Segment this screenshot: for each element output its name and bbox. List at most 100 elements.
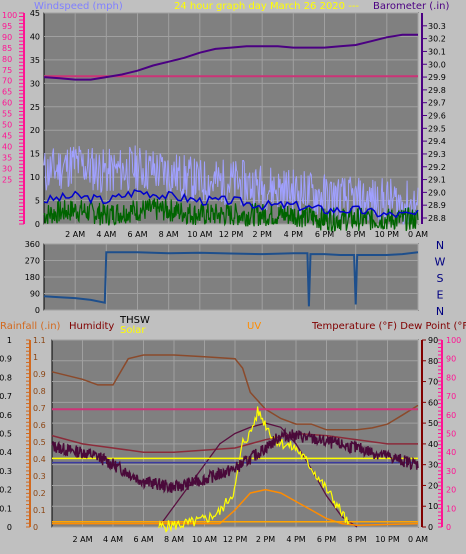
panel3-uv-tick-label: 0.3	[33, 472, 46, 481]
panel1-inner-tick-label: 45	[30, 9, 40, 18]
panel1-x-tick-label: 8 AM	[159, 230, 179, 239]
series-uv	[52, 488, 419, 527]
panel1-inner-tick-label: 5	[35, 197, 40, 206]
panel1-barometer-tick-label: 29.7	[428, 99, 446, 108]
panel1-x-tick-label: 4 AM	[96, 230, 116, 239]
panel1-inner-tick-label: 20	[30, 126, 40, 135]
panel1-barometer-tick-label: 30.3	[428, 22, 446, 31]
panel1-windspeed-tick-label: 25	[2, 175, 12, 184]
panel3-solar-tick-label: 30	[446, 467, 456, 476]
panel1-inner-tick-label: 15	[30, 150, 40, 159]
panel3-temperature-tick-label: 40	[428, 440, 438, 449]
panel1-windspeed-tick-label: 70	[2, 77, 12, 86]
panel3-rain-tick-label: 0	[7, 523, 12, 532]
panel3-x-tick-label: 12 PM	[223, 535, 248, 544]
panel1-inner-tick-label: 10	[30, 173, 40, 182]
panel1-barometer-tick-label: 28.8	[428, 214, 446, 223]
panel3-solar-tick-label: 100	[446, 336, 461, 345]
panel1-barometer-tick-label: 28.9	[428, 201, 446, 210]
panel3-x-tick-label: 8 AM	[164, 535, 184, 544]
panel3-solar-tick-label: 10	[446, 504, 456, 513]
panel3-uv-tick-label: 0.8	[33, 387, 46, 396]
panel1-x-tick-label: 10 PM	[375, 230, 400, 239]
panel3-temperature-tick-label: 0	[428, 523, 433, 532]
panel1-windspeed-tick-label: 75	[2, 66, 12, 75]
panel2-direction-tick-label: 270	[25, 257, 40, 266]
panel3-rain-tick-label: 0.3	[0, 467, 12, 476]
panel3-x-tick-label: 0 AM	[408, 535, 428, 544]
panel3-temperature-tick-label: 70	[428, 378, 438, 387]
series-humidity	[51, 354, 419, 431]
panel3-solar-tick-label: 70	[446, 392, 456, 401]
panel1-windspeed-tick-label: 100	[2, 11, 17, 20]
panel1-x-tick-label: 6 AM	[127, 230, 147, 239]
panel1-x-tick-label: 6 PM	[315, 230, 334, 239]
barometer-label: Barometer (.in)	[373, 1, 449, 12]
panel1-x-tick-label: 4 PM	[284, 230, 303, 239]
panel1-windspeed-tick-label: 40	[2, 142, 12, 151]
panel2-direction-tick-label: 0	[35, 306, 40, 315]
panel1-barometer-tick-label: 29.3	[428, 150, 446, 159]
panel2-direction-tick-label: 90	[30, 290, 40, 299]
panel2-compass-label: N	[436, 305, 444, 318]
panel3-temperature-tick-label: 10	[428, 502, 438, 511]
panel1-windspeed-tick-label: 60	[2, 99, 12, 108]
panel3-x-tick-label: 6 PM	[317, 535, 336, 544]
panel3-uv-tick-label: 0.6	[33, 421, 46, 430]
panel2-direction-tick-label: 360	[25, 240, 40, 249]
panel1-barometer-tick-label: 29.5	[428, 124, 446, 133]
solar-label: Solar	[120, 325, 146, 336]
panel1-barometer-tick-label: 29.0	[428, 188, 446, 197]
panel1-x-tick-label: 12 PM	[219, 230, 244, 239]
panel1-inner-tick-label: 0	[35, 220, 40, 229]
panel3-uv-tick-label: 0.1	[33, 506, 46, 515]
panel1-windspeed-tick-label: 85	[2, 44, 12, 53]
panel3-temperature-tick-label: 20	[428, 481, 438, 490]
panel1-inner-tick-label: 30	[30, 79, 40, 88]
panel1-barometer-tick-label: 30.0	[428, 60, 446, 69]
panel3-rain-tick-label: 0.6	[0, 411, 12, 420]
panel1-windspeed-tick-label: 30	[2, 164, 12, 173]
panel3-x-tick-label: 10 PM	[375, 535, 400, 544]
panel1-x-tick-label: 10 AM	[187, 230, 212, 239]
panel3-temperature-tick-label: 90	[428, 336, 438, 345]
panel1-barometer-tick-label: 29.8	[428, 86, 446, 95]
graph-title: 24 hour graph day March 26 2020 ---	[174, 1, 359, 12]
panel3-uv-tick-label: 0.7	[33, 404, 46, 413]
panel3-x-tick-label: 10 AM	[192, 535, 217, 544]
panel1-barometer-tick-label: 30.1	[428, 47, 446, 56]
panel1-inner-tick-label: 40	[30, 32, 40, 41]
panel3-x-tick-label: 2 AM	[72, 535, 92, 544]
panel1-inner-tick-label: 35	[30, 56, 40, 65]
panel3-uv-tick-label: 0.2	[33, 489, 46, 498]
panel3-x-tick-label: 2 PM	[256, 535, 275, 544]
panel1-inner-tick-label: 25	[30, 103, 40, 112]
panel3-uv-tick-label: 0.4	[33, 455, 46, 464]
panel3-temperature-tick-label: 50	[428, 419, 438, 428]
panel3-uv-tick-label: 1	[33, 353, 38, 362]
panel3-temperature-tick-label: 80	[428, 357, 438, 366]
panel1-barometer-tick-label: 29.6	[428, 112, 446, 121]
panel3-uv-tick-label: 1.1	[33, 336, 46, 345]
panel3-solar-tick-label: 80	[446, 373, 456, 382]
panel3-solar-tick-label: 40	[446, 448, 456, 457]
panel3-x-tick-label: 4 PM	[286, 535, 305, 544]
panel1-windspeed-tick-label: 55	[2, 110, 12, 119]
panel3-rain-tick-label: 0.7	[0, 392, 12, 401]
series-wind-low	[43, 198, 419, 232]
panel1-windspeed-tick-label: 80	[2, 55, 12, 64]
panel2-direction-tick-label: 180	[25, 273, 40, 282]
panel3-uv-tick-label: 0	[33, 523, 38, 532]
panel1-windspeed-tick-label: 35	[2, 153, 12, 162]
series-wind-direction	[43, 251, 419, 307]
series-wind-gust	[43, 145, 419, 226]
panel1-barometer-tick-label: 29.1	[428, 176, 446, 185]
panel3-temperature-tick-label: 30	[428, 461, 438, 470]
panel3-uv-tick-label: 0.5	[33, 438, 46, 447]
panel3-solar-tick-label: 20	[446, 486, 456, 495]
panel1-barometer-tick-label: 30.2	[428, 35, 446, 44]
panel3-solar-tick-label: 50	[446, 430, 456, 439]
panel3-x-tick-label: 8 PM	[347, 535, 366, 544]
panel2-compass-label: N	[436, 239, 444, 252]
